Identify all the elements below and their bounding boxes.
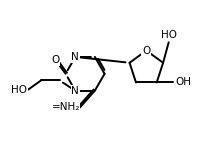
Text: N: N [71,52,79,62]
Text: O: O [142,46,151,56]
Text: HO: HO [161,30,177,40]
Text: O: O [51,55,60,65]
Text: N: N [71,86,79,96]
Text: =NH₂: =NH₂ [52,102,80,112]
Text: OH: OH [175,78,191,87]
Text: HO: HO [11,85,27,95]
